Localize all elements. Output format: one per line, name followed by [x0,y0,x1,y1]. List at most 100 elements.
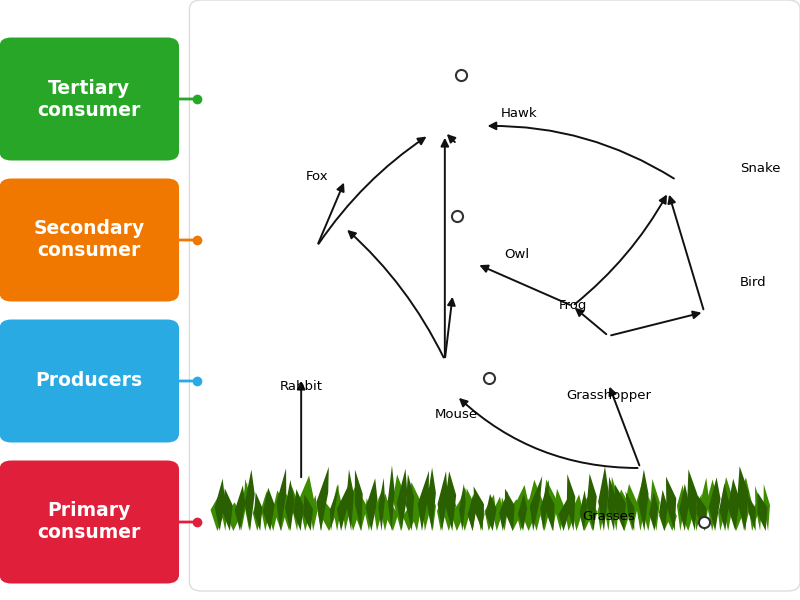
Polygon shape [321,503,336,531]
Polygon shape [728,479,740,531]
Text: Snake: Snake [740,161,781,175]
FancyBboxPatch shape [190,0,800,591]
Polygon shape [522,499,536,531]
Polygon shape [719,484,729,531]
Polygon shape [694,494,702,531]
Polygon shape [354,469,362,531]
Polygon shape [755,486,762,531]
Polygon shape [731,494,744,531]
Polygon shape [566,474,575,531]
Polygon shape [709,478,721,531]
Polygon shape [572,494,583,531]
Polygon shape [442,485,456,531]
Text: Hawk: Hawk [501,107,538,121]
Polygon shape [273,490,287,531]
Text: Producers: Producers [36,371,143,391]
Polygon shape [384,500,398,531]
Polygon shape [722,477,734,531]
Polygon shape [459,484,466,531]
Polygon shape [333,484,342,531]
Polygon shape [418,471,429,531]
Polygon shape [650,479,660,531]
Polygon shape [437,494,446,531]
FancyBboxPatch shape [0,179,179,302]
Polygon shape [478,501,485,531]
Polygon shape [579,490,587,531]
Polygon shape [220,486,228,531]
Polygon shape [598,496,604,531]
Polygon shape [530,476,542,531]
Polygon shape [244,479,252,531]
Polygon shape [285,480,294,531]
Polygon shape [566,500,575,531]
Polygon shape [268,500,278,531]
Polygon shape [210,493,226,531]
Polygon shape [506,499,522,531]
Polygon shape [625,484,638,531]
Polygon shape [310,495,318,531]
Polygon shape [604,489,611,531]
Polygon shape [253,499,262,531]
Polygon shape [615,490,631,531]
Text: Secondary
consumer: Secondary consumer [34,220,145,260]
Polygon shape [451,500,465,531]
Polygon shape [486,494,497,531]
Text: Grasses: Grasses [582,509,635,523]
Polygon shape [706,479,718,531]
Polygon shape [303,494,313,531]
Polygon shape [746,493,756,531]
Polygon shape [610,477,619,531]
Polygon shape [763,484,770,531]
Polygon shape [426,485,436,531]
Polygon shape [388,465,394,531]
Polygon shape [666,503,677,531]
Polygon shape [540,479,549,531]
Polygon shape [529,480,543,531]
Polygon shape [262,488,274,531]
Polygon shape [352,486,367,531]
Polygon shape [737,466,749,531]
Polygon shape [337,482,350,531]
Polygon shape [598,466,609,531]
Polygon shape [282,488,294,531]
Polygon shape [366,478,378,531]
Text: Primary
consumer: Primary consumer [38,502,141,542]
Polygon shape [422,493,430,531]
Polygon shape [330,484,339,531]
Polygon shape [499,491,508,531]
Polygon shape [445,471,456,531]
Polygon shape [254,492,262,531]
Polygon shape [365,498,372,531]
Polygon shape [718,497,726,531]
Polygon shape [342,488,351,531]
Polygon shape [298,476,314,531]
Polygon shape [381,493,390,531]
Polygon shape [240,483,247,531]
Polygon shape [677,485,685,531]
Polygon shape [687,469,698,531]
Polygon shape [626,491,634,531]
Polygon shape [318,491,325,531]
FancyBboxPatch shape [0,320,179,443]
Polygon shape [659,490,668,531]
Text: Tertiary
consumer: Tertiary consumer [38,79,141,119]
Polygon shape [346,469,354,531]
Polygon shape [406,474,414,531]
Text: Frog: Frog [558,299,586,313]
Polygon shape [485,494,496,531]
Polygon shape [347,481,362,531]
Polygon shape [738,478,752,531]
Text: Mouse: Mouse [435,407,478,421]
Polygon shape [214,479,225,531]
Polygon shape [554,488,565,531]
Polygon shape [578,493,594,531]
Polygon shape [493,497,503,531]
Polygon shape [758,492,767,531]
Polygon shape [458,487,472,531]
Text: Owl: Owl [505,248,530,262]
Polygon shape [659,503,671,531]
Polygon shape [378,478,385,531]
Polygon shape [558,494,570,531]
Polygon shape [374,493,382,531]
Polygon shape [666,476,676,531]
